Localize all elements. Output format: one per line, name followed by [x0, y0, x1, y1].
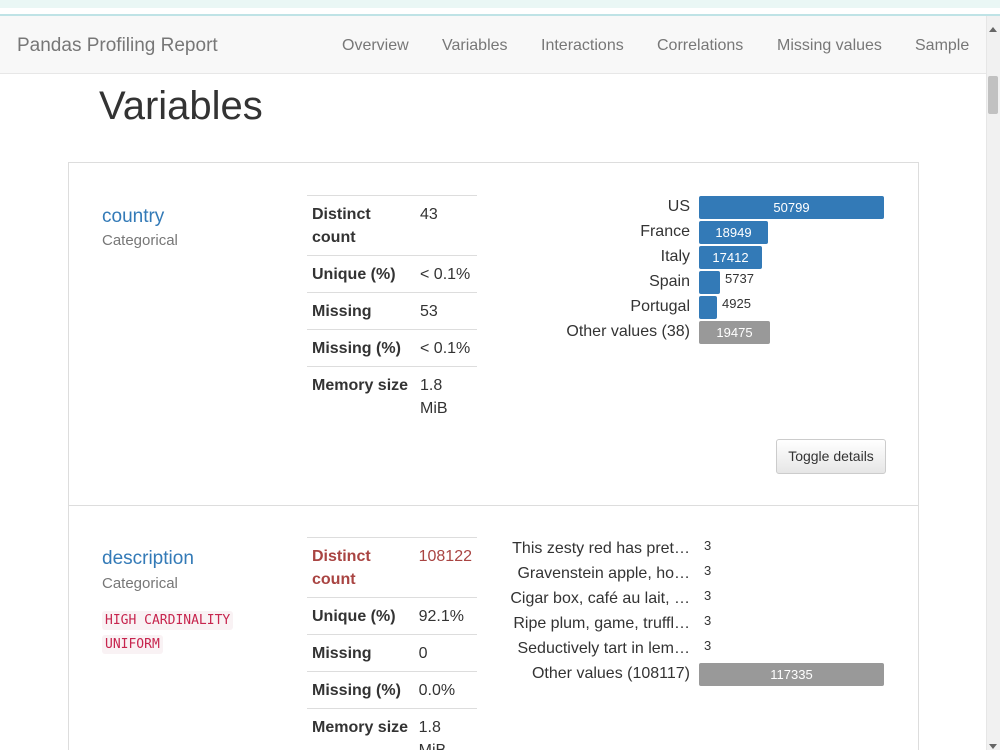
variable-type-country: Categorical: [102, 232, 178, 249]
frequency-label: Portugal: [630, 298, 690, 315]
variable-type-description: Categorical: [102, 575, 178, 592]
frequency-value: 117335: [770, 667, 813, 682]
frequency-bar: [699, 271, 720, 294]
nav-interactions[interactable]: Interactions: [541, 37, 624, 54]
frequency-label: Seductively tart in lem…: [517, 640, 690, 657]
frequency-label: This zesty red has pret…: [512, 540, 690, 557]
nav-missing-values[interactable]: Missing values: [777, 37, 882, 54]
stat-row: Missing (%) 0.0%: [307, 671, 477, 709]
stat-row: Unique (%) < 0.1%: [307, 255, 477, 293]
frequency-label: France: [640, 223, 690, 240]
stat-value: 0.0%: [413, 671, 477, 709]
alert-badge-uniform: UNIFORM: [102, 635, 163, 654]
frequency-value: 50799: [773, 200, 810, 215]
stat-row: Missing (%) < 0.1%: [307, 329, 477, 367]
stat-value: 53: [415, 292, 477, 330]
stat-label: Missing (%): [307, 329, 415, 367]
stat-value: < 0.1%: [415, 329, 477, 367]
frequency-value: 3: [704, 538, 712, 553]
stat-value: 43: [415, 195, 477, 256]
variable-name-description[interactable]: description: [102, 548, 194, 569]
frequency-value: 3: [704, 588, 712, 603]
stat-value: < 0.1%: [415, 255, 477, 293]
toggle-details-button[interactable]: Toggle details: [776, 439, 886, 474]
frequency-label: Gravenstein apple, ho…: [517, 565, 690, 582]
variable-name-country[interactable]: country: [102, 206, 165, 227]
frequency-label: Other values (108117): [531, 665, 690, 682]
frequency-value: 3: [704, 613, 712, 628]
stat-value: 1.8 MiB: [415, 366, 477, 426]
nav-correlations[interactable]: Correlations: [657, 37, 744, 54]
frequency-label: Other values (38): [566, 323, 690, 340]
top-accent-line: [0, 14, 1000, 16]
stat-row: Distinct count 108122: [307, 537, 477, 598]
navbar: Pandas Profiling Report Overview Variabl…: [0, 16, 986, 74]
variables-panel: [68, 162, 919, 750]
stat-row: Distinct count 43: [307, 195, 477, 256]
stat-label: Distinct count: [307, 537, 414, 598]
frequency-bar: 50799: [699, 196, 884, 219]
stat-label: Unique (%): [307, 255, 415, 293]
stat-label: Missing: [307, 292, 415, 330]
frequency-label: Ripe plum, game, truffl…: [513, 615, 690, 632]
frequency-bar: [699, 296, 717, 319]
frequency-value: 19475: [716, 325, 753, 340]
stat-value: 108122: [413, 537, 477, 598]
brand-title[interactable]: Pandas Profiling Report: [17, 35, 218, 56]
stat-label: Missing: [307, 634, 414, 672]
scroll-down-arrow-icon[interactable]: [989, 744, 997, 749]
frequency-value: 17412: [712, 250, 749, 265]
stat-value: 0: [413, 634, 477, 672]
frequency-bar: 17412: [699, 246, 762, 269]
scrollbar-thumb[interactable]: [988, 76, 998, 114]
stat-label: Memory size: [307, 708, 414, 750]
frequency-bar: 117335: [699, 663, 884, 686]
nav-sample[interactable]: Sample: [915, 37, 970, 54]
frequency-value: 3: [704, 638, 712, 653]
stat-row: Missing 0: [307, 634, 477, 672]
nav-variables[interactable]: Variables: [442, 37, 508, 54]
frequency-value: 5737: [725, 271, 754, 286]
stat-label: Unique (%): [307, 597, 414, 635]
frequency-value: 4925: [722, 296, 751, 311]
stat-value: 92.1%: [413, 597, 477, 635]
frequency-label: Italy: [660, 248, 690, 265]
page-title: Variables: [99, 84, 263, 128]
frequency-bar: 18949: [699, 221, 768, 244]
stat-value: 1.8 MiB: [413, 708, 477, 750]
stat-label: Missing (%): [307, 671, 414, 709]
variable-divider: [68, 505, 919, 506]
frequency-bar: 19475: [699, 321, 770, 344]
stats-table-description: Distinct count 108122 Unique (%) 92.1% M…: [307, 537, 477, 750]
stat-row: Memory size 1.8 MiB: [307, 708, 477, 750]
frequency-label: US: [667, 198, 690, 215]
stat-label: Memory size: [307, 366, 415, 426]
frequency-label: Spain: [649, 273, 690, 290]
frequency-value: 3: [704, 563, 712, 578]
scrollbar[interactable]: [986, 16, 1000, 750]
nav-overview[interactable]: Overview: [342, 37, 409, 54]
stat-label: Distinct count: [307, 195, 415, 256]
frequency-label: Cigar box, café au lait, …: [510, 590, 690, 607]
stat-row: Unique (%) 92.1%: [307, 597, 477, 635]
alert-badge-high-cardinality: HIGH CARDINALITY: [102, 611, 234, 630]
frequency-value: 18949: [715, 225, 752, 240]
scroll-up-arrow-icon[interactable]: [989, 27, 997, 32]
stat-row: Memory size 1.8 MiB: [307, 366, 477, 426]
stats-table-country: Distinct count 43 Unique (%) < 0.1% Miss…: [307, 195, 477, 426]
stat-row: Missing 53: [307, 292, 477, 330]
